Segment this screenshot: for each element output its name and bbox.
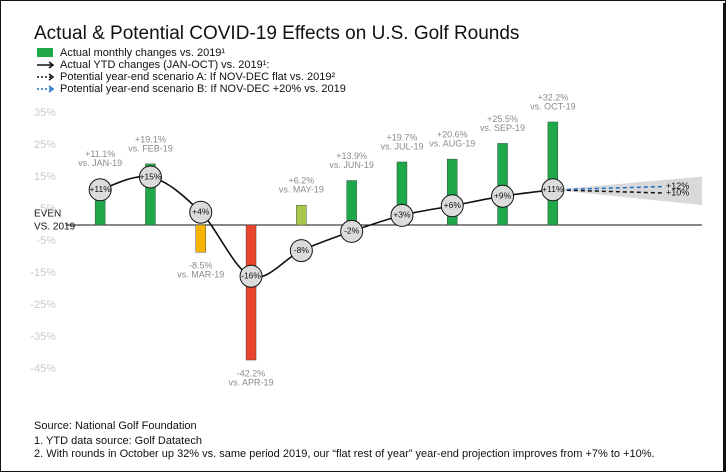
ytd-label: -8% [294, 245, 310, 255]
category-label: vs. JUN-19 [329, 160, 374, 170]
zero-label: VS. 2019 [34, 222, 76, 233]
legend-label: Potential year-end scenario B: If NOV-DE… [60, 83, 346, 95]
bar-value-label: +11.1% [85, 149, 115, 159]
ytd-point [189, 200, 213, 224]
bar-value-label: +25.5% [487, 114, 518, 124]
legend-swatch [37, 48, 53, 57]
y-tick-label: -35% [30, 331, 56, 343]
bar-value-label: -42.2% [237, 368, 266, 378]
y-tick-label: -25% [30, 299, 56, 311]
ytd-point [390, 203, 414, 227]
legend-label: Potential year-end scenario A: If NOV-DE… [60, 71, 335, 83]
legend-label: Actual YTD changes (JAN-OCT) vs. 2019¹: [60, 59, 269, 71]
bar [145, 163, 156, 226]
bar [245, 224, 257, 361]
ytd-label: +4% [192, 206, 210, 216]
ytd-label: +3% [393, 210, 411, 220]
bar-value-label: +19.1% [135, 134, 166, 144]
category-label: vs. MAR-19 [177, 270, 224, 280]
legend-arrow [48, 61, 55, 69]
ytd-label: -16% [241, 270, 261, 280]
bar [447, 158, 458, 226]
ytd-point [491, 184, 515, 208]
bar [195, 224, 206, 253]
category-label: vs. JAN-19 [78, 158, 122, 168]
category-label: vs. OCT-19 [530, 101, 576, 111]
ytd-line [99, 175, 553, 279]
bar-value-label: -8.5% [189, 261, 213, 271]
ytd-label: +9% [494, 190, 512, 200]
ytd-label: +6% [444, 200, 462, 210]
y-tick-label: 25% [34, 139, 56, 151]
ytd-point [138, 165, 162, 189]
y-tick-label: -45% [30, 363, 56, 375]
category-label: vs. APR-19 [229, 377, 274, 387]
chart-title: Actual & Potential COVID-19 Effects on U… [34, 23, 519, 44]
y-tick-label: 15% [34, 171, 56, 183]
legend-arrow [48, 85, 55, 93]
legend: Actual monthly changes vs. 2019¹ Actual … [37, 47, 346, 95]
ytd-label: +15% [139, 171, 161, 181]
bar-value-label: +19.7% [387, 132, 418, 142]
legend-arrow [48, 73, 55, 81]
projection-label: +10% [666, 187, 689, 197]
bar-value-label: +6.2% [288, 176, 314, 186]
ytd-point [239, 264, 263, 288]
projection-cone [552, 176, 702, 205]
category-label: vs. AUG-19 [429, 138, 475, 148]
ytd-point [440, 194, 464, 218]
ytd-label: +11% [542, 184, 564, 194]
ytd-label: -2% [344, 226, 360, 236]
ytd-point [88, 178, 112, 202]
zero-label: EVEN [34, 209, 61, 220]
ytd-label: +11% [89, 184, 111, 194]
bar-value-label: +13.9% [336, 151, 367, 161]
category-label: vs. FEB-19 [128, 143, 173, 153]
ytd-point [289, 239, 313, 263]
category-label: vs. JUL-19 [380, 141, 423, 151]
legend-label: Actual monthly changes vs. 2019¹ [60, 47, 225, 59]
bar-value-label: +20.6% [437, 129, 468, 139]
ytd-point [541, 178, 565, 202]
bar [497, 143, 508, 226]
bar-value-label: +32.2% [537, 92, 568, 102]
bar [547, 121, 559, 226]
y-tick-label: -15% [30, 267, 56, 279]
bar [346, 180, 357, 226]
category-label: vs. MAY-19 [279, 185, 324, 195]
projection-label: +12% [666, 181, 689, 191]
footnote: 1. YTD data source: Golf Datatech [34, 435, 202, 447]
source: Source: National Golf Foundation [34, 420, 197, 432]
y-tick-label: -5% [36, 235, 56, 247]
y-tick-label: 35% [34, 107, 56, 119]
footnote: 2. With rounds in October up 32% vs. sam… [34, 448, 655, 460]
bar [296, 204, 307, 226]
category-label: vs. SEP-19 [480, 123, 525, 133]
frame-shadow [723, 3, 726, 472]
y-tick-label: 5% [40, 203, 56, 215]
ytd-point [340, 219, 364, 243]
